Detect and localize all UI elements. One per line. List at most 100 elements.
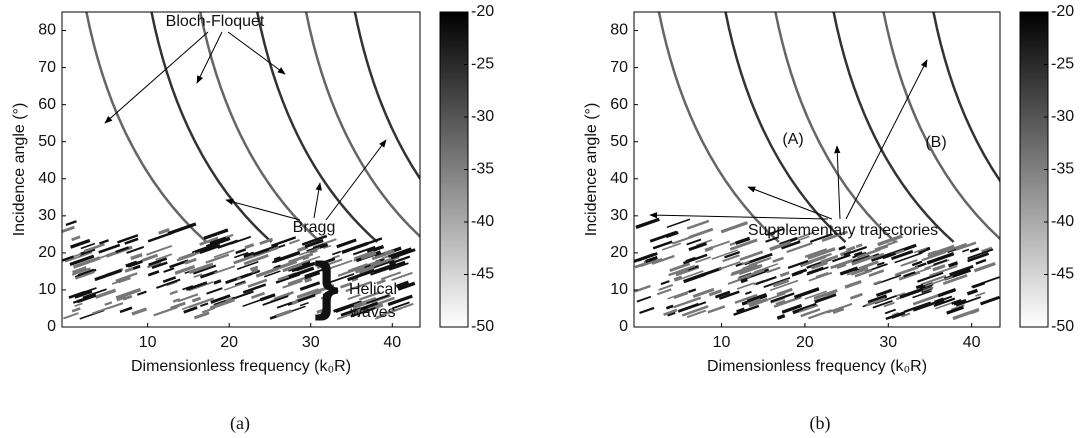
texture-stroke — [65, 220, 77, 227]
texture-stroke — [708, 289, 723, 297]
texture-stroke — [668, 264, 696, 277]
texture-stroke — [107, 302, 124, 310]
texture-stroke — [849, 292, 863, 300]
texture-stroke — [336, 310, 360, 320]
texture-stroke — [809, 233, 833, 243]
y-tick-label: 30 — [610, 207, 628, 224]
texture-stroke — [201, 306, 216, 314]
trajectory — [199, 12, 322, 243]
texture-stroke — [682, 253, 708, 265]
texture-stroke — [391, 271, 413, 282]
texture-stroke — [374, 315, 385, 320]
texture-stroke — [178, 252, 195, 261]
texture-stroke — [896, 292, 906, 297]
texture-stroke — [77, 268, 95, 277]
texture-stroke — [951, 299, 962, 305]
texture-stroke — [685, 256, 696, 262]
texture-stroke — [124, 267, 134, 273]
texture-stroke — [122, 294, 133, 301]
texture-stroke — [244, 243, 255, 250]
texture-stroke — [231, 290, 254, 301]
texture-stroke — [720, 221, 748, 234]
texture-stroke — [873, 252, 885, 259]
texture-stroke — [882, 252, 896, 260]
y-tick-label: 30 — [38, 207, 56, 224]
y-tick-label: 10 — [610, 281, 628, 298]
texture-stroke — [872, 299, 893, 309]
texture-stroke — [745, 290, 752, 295]
texture-stroke — [213, 249, 235, 259]
y-tick-label: 0 — [619, 318, 628, 335]
texture-stroke — [899, 287, 924, 299]
texture-stroke — [846, 266, 868, 276]
texture-stroke — [919, 266, 932, 273]
arrow — [325, 139, 387, 221]
texture-stroke — [224, 281, 247, 291]
texture-stroke — [786, 242, 813, 254]
texture-stroke — [359, 266, 375, 275]
texture-stroke — [316, 258, 343, 270]
texture-stroke — [635, 217, 660, 229]
texture-stroke — [74, 289, 93, 299]
texture-stroke — [127, 260, 143, 268]
texture-stroke — [158, 228, 170, 235]
trajectory — [932, 12, 1000, 183]
texture-stroke — [927, 250, 937, 256]
texture-stroke — [132, 264, 141, 270]
texture-stroke — [645, 255, 658, 264]
colorbar-tick-label: -20 — [1051, 3, 1074, 20]
texture-stroke — [288, 239, 300, 245]
texture-stroke — [387, 247, 412, 258]
texture-stroke — [390, 248, 416, 260]
texture-stroke — [966, 288, 979, 296]
texture-stroke — [151, 261, 168, 270]
texture-stroke — [303, 271, 321, 280]
texture-stroke — [820, 254, 839, 264]
texture-stroke — [111, 277, 129, 285]
texture-stroke — [686, 309, 707, 319]
texture-stroke — [130, 252, 143, 261]
texture-stroke — [856, 248, 881, 259]
texture-stroke — [832, 307, 845, 314]
texture-stroke — [230, 235, 252, 245]
texture-stroke — [358, 291, 381, 301]
texture-stroke — [933, 259, 948, 266]
texture-stroke — [376, 307, 402, 319]
texture-stroke — [251, 267, 259, 274]
texture-stroke — [735, 236, 751, 245]
texture-stroke — [769, 240, 792, 252]
y-axis-label: Incidence angle (°) — [11, 103, 28, 237]
texture-stroke — [193, 311, 210, 320]
texture-stroke — [806, 266, 824, 275]
texture-stroke — [942, 274, 968, 285]
texture-stroke — [340, 308, 358, 317]
y-tick-label: 40 — [38, 170, 56, 187]
texture-stroke — [955, 241, 977, 251]
texture-stroke — [844, 279, 862, 289]
texture-stroke — [117, 234, 139, 244]
texture-stroke — [877, 234, 903, 247]
texture-stroke — [692, 287, 715, 298]
texture-stroke — [72, 266, 87, 274]
texture-stroke — [928, 295, 953, 306]
texture-stroke — [667, 311, 676, 317]
texture-stroke — [203, 228, 229, 240]
texture-stroke — [808, 309, 832, 320]
texture-stroke — [382, 260, 406, 272]
texture-stroke — [854, 269, 873, 278]
texture-stroke — [92, 306, 111, 315]
texture-stroke — [299, 301, 309, 307]
texture-stroke — [388, 262, 409, 271]
texture-stroke — [731, 268, 745, 276]
texture-stroke — [770, 292, 795, 303]
texture-stroke — [74, 302, 83, 308]
arrow — [227, 31, 286, 75]
texture-stroke — [753, 264, 763, 270]
texture-stroke — [345, 280, 373, 293]
x-tick-label: 40 — [383, 334, 401, 351]
texture-stroke — [900, 259, 918, 267]
texture-stroke — [304, 268, 326, 277]
arrow — [196, 31, 223, 84]
texture-stroke — [755, 275, 777, 286]
texture-stroke — [772, 256, 784, 263]
